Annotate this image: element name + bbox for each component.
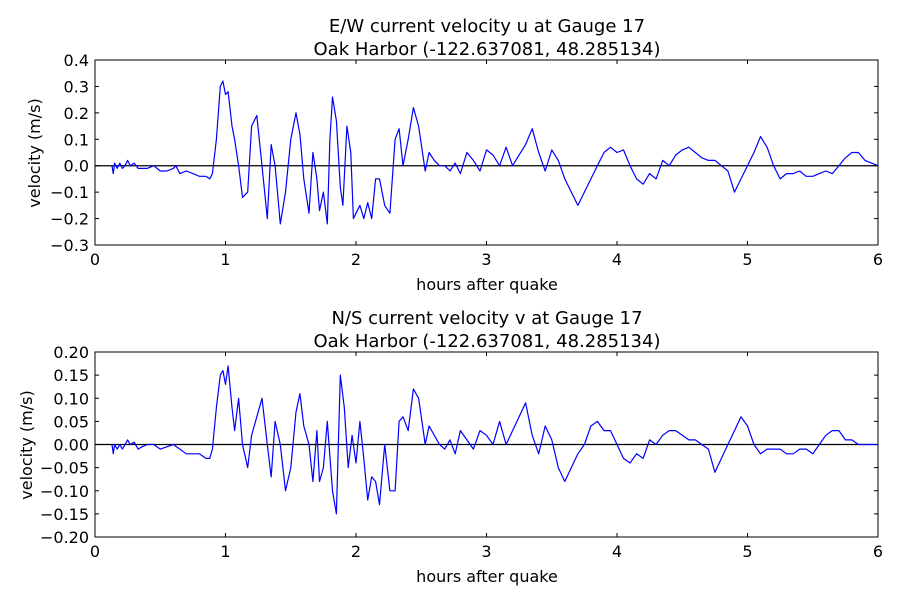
series-line-u	[111, 80, 879, 225]
x-tick-label: 0	[90, 542, 100, 561]
x-tick-label: 0	[90, 250, 100, 269]
x-tick-label: 6	[873, 542, 883, 561]
x-tick-label: 6	[873, 250, 883, 269]
x-tick-label: 5	[742, 542, 752, 561]
y-tick-label: −0.10	[40, 482, 89, 501]
x-tick-label: 4	[612, 250, 622, 269]
y-tick-label: −0.3	[50, 236, 89, 255]
series-line-v	[111, 365, 878, 515]
x-axis-label: hours after quake	[416, 567, 558, 586]
x-tick-label: 2	[351, 250, 361, 269]
x-tick-label: 1	[220, 542, 230, 561]
y-tick-label: −0.1	[50, 183, 89, 202]
chart-subtitle: Oak Harbor (-122.637081, 48.285134)	[314, 39, 661, 60]
x-axis-label: hours after quake	[416, 275, 558, 294]
y-axis-label: velocity (m/s)	[17, 390, 36, 499]
y-tick-label: −0.2	[50, 210, 89, 229]
x-tick-label: 5	[742, 250, 752, 269]
y-tick-label: 0.4	[64, 51, 89, 70]
plot-area-frame	[94, 59, 879, 246]
y-tick-label: 0.2	[64, 104, 89, 123]
x-tick-label: 3	[481, 542, 491, 561]
chart-subtitle: Oak Harbor (-122.637081, 48.285134)	[314, 331, 661, 352]
y-tick-label: 0.15	[53, 366, 89, 385]
y-tick-label: 0.10	[53, 389, 89, 408]
subplot-ew-velocity: E/W current velocity u at Gauge 17 Oak H…	[25, 16, 883, 294]
tick-group: 0 1 2 3 4 5 6 −0.20 −0.15 −0.10 −0.05 0.00 0.05 0.10 0…	[40, 343, 883, 561]
y-tick-label: 0.1	[64, 130, 89, 149]
x-tick-label: 4	[612, 542, 622, 561]
y-tick-label: 0.0	[64, 157, 89, 176]
chart-title: N/S current velocity v at Gauge 17	[331, 308, 642, 329]
y-tick-label: 0.05	[53, 412, 89, 431]
y-tick-label: 0.20	[53, 343, 89, 362]
y-tick-label: −0.05	[40, 459, 89, 478]
tick-group: 0 1 2 3 4 5 6 −0.3 −0.2 −0.1 0.0 0.1 0.2 0.3 0.4	[50, 51, 883, 269]
x-tick-label: 3	[481, 250, 491, 269]
subplot-ns-velocity: N/S current velocity v at Gauge 17 Oak H…	[17, 308, 883, 586]
y-tick-label: 0.3	[64, 77, 89, 96]
y-tick-label: −0.20	[40, 528, 89, 547]
y-tick-label: −0.15	[40, 505, 89, 524]
chart-title: E/W current velocity u at Gauge 17	[329, 16, 645, 37]
x-tick-label: 1	[220, 250, 230, 269]
y-tick-label: 0.00	[53, 436, 89, 455]
y-axis-label: velocity (m/s)	[25, 98, 44, 207]
x-tick-label: 2	[351, 542, 361, 561]
